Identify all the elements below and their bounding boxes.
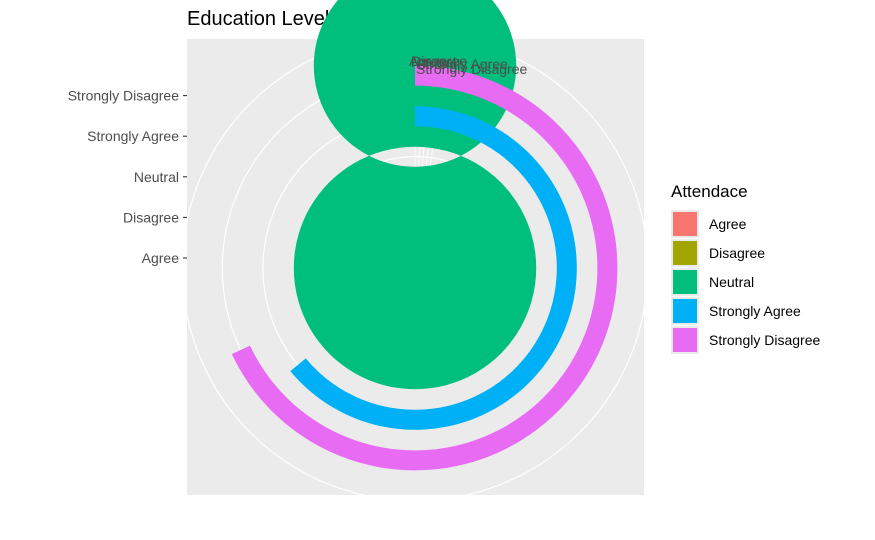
- y-tick-label: Disagree: [123, 209, 179, 225]
- y-axis: Agree Disagree Neutral Strongly Agree Strong…: [68, 88, 187, 266]
- legend-label: Agree: [709, 216, 747, 232]
- bar-strongly-agree: [290, 106, 577, 430]
- legend-key: [673, 270, 697, 294]
- legend: Attendace Agree Disagree Neutral Strongly A…: [671, 182, 820, 354]
- y-tick-label: Neutral: [134, 169, 179, 185]
- legend-label: Neutral: [709, 274, 754, 290]
- y-tick-label: Strongly Agree: [87, 128, 179, 144]
- legend-key: [673, 299, 697, 323]
- legend-key: [673, 212, 697, 236]
- legend-label: Strongly Disagree: [709, 332, 820, 348]
- y-tick-label: Strongly Disagree: [68, 88, 179, 104]
- theta-label: Neutral: [411, 54, 456, 70]
- legend-title: Attendace: [671, 182, 748, 201]
- legend-label: Strongly Agree: [709, 303, 801, 319]
- legend-label: Disagree: [709, 245, 765, 261]
- bars-layer: [231, 0, 618, 471]
- theta-label: Strongly Disagree: [416, 61, 527, 77]
- theta-label: Strongly Agree: [416, 56, 508, 72]
- theta-label: Agree: [409, 53, 447, 69]
- legend-key: [673, 328, 697, 352]
- y-tick-label: Agree: [142, 250, 180, 266]
- bar-neutral: [293, 0, 537, 390]
- legend-key: [673, 241, 697, 265]
- theta-label: Disagree: [411, 53, 467, 69]
